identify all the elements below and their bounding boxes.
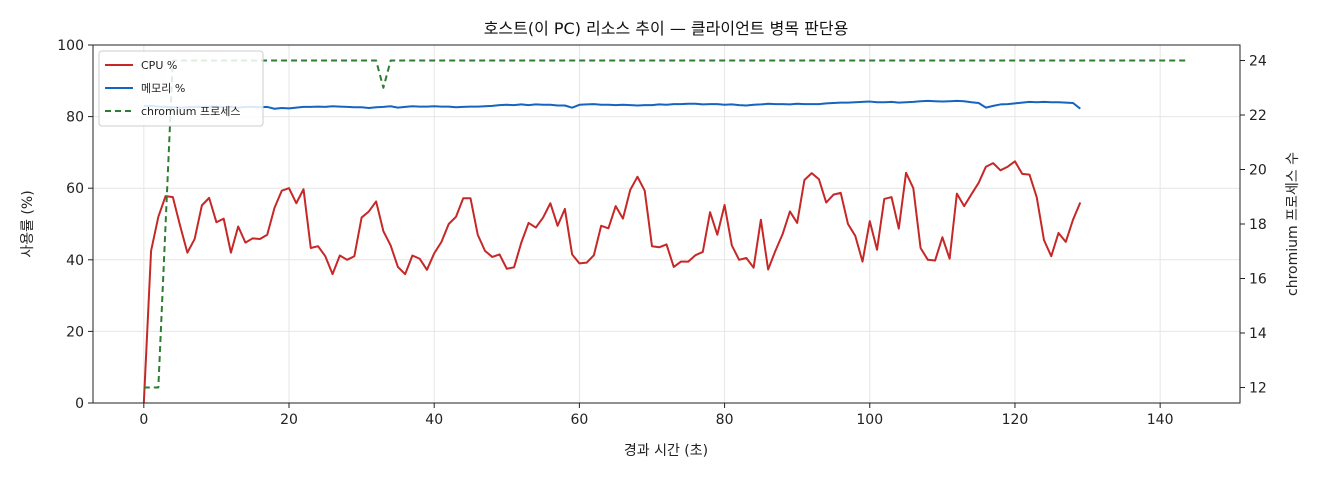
x-tick-label: 140 bbox=[1147, 412, 1174, 428]
chart-title: 호스트(이 PC) 리소스 추이 — 클라이언트 병목 판단용 bbox=[484, 19, 849, 38]
legend-label-cpu: CPU % bbox=[141, 59, 177, 72]
legend-label-chromium: chromium 프로세스 bbox=[141, 105, 240, 118]
x-tick-label: 0 bbox=[139, 412, 148, 428]
y2-tick-label: 22 bbox=[1249, 108, 1267, 124]
legend-label-memory: 메모리 % bbox=[141, 82, 185, 95]
y2-tick-label: 12 bbox=[1249, 380, 1267, 396]
series-line-chromium bbox=[143, 59, 1190, 389]
legend-box bbox=[98, 50, 264, 127]
grid bbox=[93, 44, 1240, 404]
y2-tick-label: 20 bbox=[1249, 163, 1267, 179]
x-axis-title: 경과 시간 (초) bbox=[624, 443, 708, 459]
y2-axis-title: chromium 프로세스 수 bbox=[1285, 152, 1301, 296]
x-tick-label: 100 bbox=[856, 412, 883, 428]
x-tick-label: 20 bbox=[280, 412, 298, 428]
series-line-memory bbox=[143, 99, 1081, 110]
y-tick-label: 80 bbox=[66, 110, 84, 126]
y2-tick-label: 18 bbox=[1249, 217, 1267, 233]
y-tick-label: 40 bbox=[66, 253, 84, 269]
axes: 0 20 40 60 80 100 120 140 0 20 40 60 80 100 12 14 16 18 20… bbox=[57, 38, 1267, 428]
x-tick-label: 120 bbox=[1002, 412, 1029, 428]
y-tick-label: 100 bbox=[57, 38, 84, 54]
y-tick-label: 0 bbox=[75, 396, 84, 412]
y-tick-label: 20 bbox=[66, 324, 84, 340]
series-layer bbox=[142, 59, 1190, 404]
x-tick-label: 40 bbox=[425, 412, 443, 428]
y-axis-title: 사용률 (%) bbox=[20, 190, 36, 257]
legend: CPU % 메모리 % chromium 프로세스 bbox=[98, 50, 264, 127]
y2-tick-label: 16 bbox=[1249, 271, 1267, 287]
y-tick-label: 60 bbox=[66, 181, 84, 197]
x-tick-label: 80 bbox=[716, 412, 734, 428]
y2-tick-label: 14 bbox=[1249, 326, 1267, 342]
series-line-cpu bbox=[142, 160, 1082, 404]
x-tick-label: 60 bbox=[570, 412, 588, 428]
plot-frame bbox=[92, 44, 1241, 404]
y2-tick-label: 24 bbox=[1249, 54, 1267, 70]
